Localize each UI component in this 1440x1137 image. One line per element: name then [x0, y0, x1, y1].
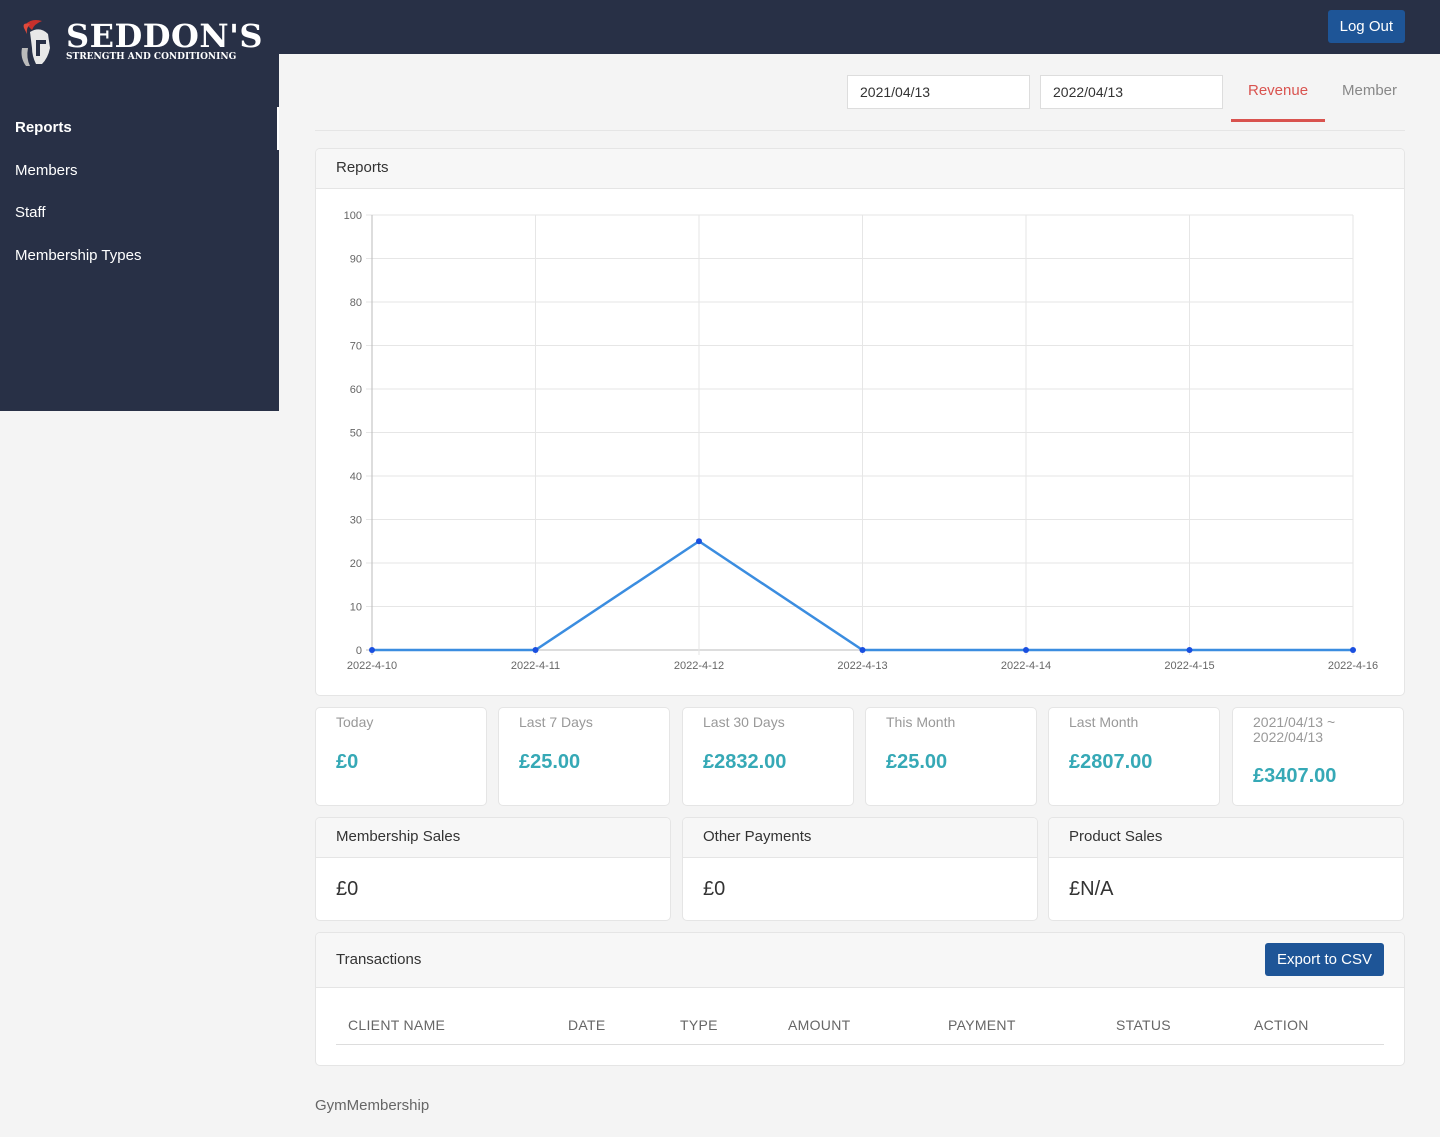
revenue-line-chart: 0 10 20 30 40 50 60 70 80 90 100 2022-4-10 2022-4-11…	[344, 210, 1378, 672]
filter-divider	[315, 130, 1405, 131]
sidebar-item-staff[interactable]: Staff	[15, 204, 46, 222]
membership-sales-value: £0	[336, 878, 359, 900]
stat-this-month: This Month £25.00	[865, 707, 1037, 806]
y-tick-label: 40	[350, 471, 362, 483]
stat-last-month: Last Month £2807.00	[1048, 707, 1220, 806]
brand-subtitle: STRENGTH AND CONDITIONING	[66, 52, 237, 62]
y-tick-label: 80	[350, 297, 362, 309]
x-tick-label: 2022-4-16	[1328, 660, 1378, 672]
product-sales-title: Product Sales	[1049, 818, 1403, 858]
x-tick-label: 2022-4-11	[511, 660, 560, 672]
column-header-type[interactable]: TYPE	[680, 1017, 718, 1033]
spartan-helmet-icon	[21, 20, 50, 66]
sidebar: SEDDON'S STRENGTH AND CONDITIONING Repor…	[0, 0, 279, 411]
sidebar-item-members[interactable]: Members	[15, 161, 78, 179]
other-payments-card: Other Payments £0	[682, 817, 1038, 921]
data-point	[532, 647, 539, 653]
reports-card-title: Reports	[316, 149, 1404, 189]
tab-member[interactable]: Member	[1342, 82, 1398, 99]
sidebar-item-membership-types[interactable]: Membership Types	[15, 246, 142, 264]
sidebar-nav: Reports Members Staff Membership Types	[0, 107, 279, 277]
y-tick-label: 10	[350, 602, 362, 614]
brand-title: SEDDON'S	[66, 17, 264, 55]
stat-date-range: 2021/04/13 ~ 2022/04/13 £3407.00	[1232, 707, 1404, 806]
stat-last-30-days: Last 30 Days £2832.00	[682, 707, 854, 806]
stat-label: Today	[336, 714, 374, 730]
stat-label: Last 7 Days	[519, 714, 593, 730]
stat-today: Today £0	[315, 707, 487, 806]
other-payments-title: Other Payments	[683, 818, 1037, 858]
stat-label: Last Month	[1069, 714, 1139, 730]
stat-value: £25.00	[886, 751, 948, 773]
stat-value: £0	[336, 751, 359, 773]
column-header-status[interactable]: STATUS	[1116, 1017, 1171, 1033]
column-header-date[interactable]: DATE	[568, 1017, 606, 1033]
top-bar: Log Out	[279, 0, 1440, 54]
column-header-client-name[interactable]: CLIENT NAME	[348, 1017, 446, 1033]
brand-logo[interactable]: SEDDON'S STRENGTH AND CONDITIONING	[18, 16, 263, 70]
y-tick-label: 50	[350, 428, 362, 440]
y-tick-label: 60	[350, 384, 362, 396]
x-tick-label: 2022-4-14	[1001, 660, 1051, 672]
product-sales-card: Product Sales £N/A	[1048, 817, 1404, 921]
logout-button[interactable]: Log Out	[1327, 10, 1405, 43]
x-tick-label: 2022-4-12	[674, 660, 724, 672]
column-header-amount[interactable]: AMOUNT	[788, 1017, 851, 1033]
x-tick-label: 2022-4-10	[347, 660, 397, 672]
stat-label: 2021/04/13 ~ 2022/04/13	[1253, 714, 1336, 745]
start-date-input[interactable]	[847, 75, 1030, 109]
column-header-action[interactable]: ACTION	[1254, 1017, 1309, 1033]
x-tick-label: 2022-4-13	[837, 660, 887, 672]
data-point	[1350, 647, 1356, 653]
stat-value: £25.00	[519, 751, 581, 773]
y-tick-label: 70	[350, 341, 362, 353]
data-point	[1023, 647, 1029, 653]
y-tick-label: 100	[344, 210, 362, 222]
y-tick-label: 0	[356, 645, 362, 657]
reports-chart-card: Reports 0 10 20 30 40 50 60 70 80 90 100 2022-4-10 2…	[315, 148, 1405, 696]
y-tick-label: 90	[350, 254, 362, 266]
stat-value: £3407.00	[1253, 765, 1337, 787]
stat-label: This Month	[886, 714, 956, 730]
end-date-input[interactable]	[1040, 75, 1223, 109]
data-point	[696, 538, 702, 545]
transactions-table-header: CLIENT NAME DATE TYPE AMOUNT PAYMENT STA…	[336, 1005, 1384, 1045]
product-sales-value: £N/A	[1069, 878, 1114, 900]
y-tick-label: 20	[350, 558, 362, 570]
transactions-card: Transactions Export to CSV CLIENT NAME D…	[315, 932, 1405, 1066]
column-header-payment[interactable]: PAYMENT	[948, 1017, 1016, 1033]
transactions-header: Transactions Export to CSV	[316, 933, 1404, 988]
stat-last-7-days: Last 7 Days £25.00	[498, 707, 670, 806]
transactions-title: Transactions	[336, 951, 422, 968]
stat-value: £2832.00	[703, 751, 787, 773]
membership-sales-title: Membership Sales	[316, 818, 670, 858]
stat-value: £2807.00	[1069, 751, 1153, 773]
data-point	[1186, 647, 1193, 653]
x-tick-label: 2022-4-15	[1164, 660, 1214, 672]
data-point	[369, 647, 375, 653]
membership-sales-card: Membership Sales £0	[315, 817, 671, 921]
stat-label: Last 30 Days	[703, 714, 785, 730]
footer-text: GymMembership	[315, 1097, 430, 1114]
sidebar-item-reports[interactable]: Reports	[0, 107, 279, 150]
y-tick-label: 30	[350, 515, 362, 527]
tab-revenue[interactable]: Revenue	[1231, 75, 1326, 122]
other-payments-value: £0	[703, 878, 726, 900]
data-point	[859, 647, 866, 653]
export-csv-button[interactable]: Export to CSV	[1264, 943, 1384, 976]
